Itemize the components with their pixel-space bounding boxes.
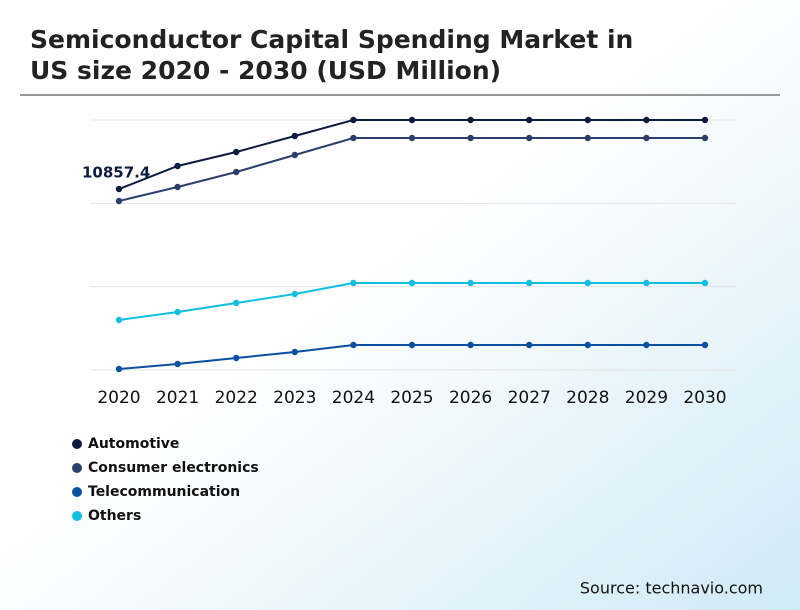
point xyxy=(115,316,123,324)
point xyxy=(467,341,474,349)
legend-label: Others xyxy=(88,508,141,524)
point xyxy=(584,341,591,349)
chart-title: Semiconductor Capital Spending Market in xyxy=(30,25,633,54)
point xyxy=(291,151,298,159)
point xyxy=(408,134,416,142)
point xyxy=(643,279,650,287)
data-label: 10857.4 xyxy=(82,164,150,182)
point xyxy=(701,341,709,349)
point xyxy=(467,116,474,124)
point xyxy=(526,134,533,142)
x-tick-label: 2022 xyxy=(215,388,258,408)
point xyxy=(233,148,240,156)
point xyxy=(291,132,298,140)
point xyxy=(526,341,533,349)
legend-label: Automotive xyxy=(88,436,179,452)
point xyxy=(643,134,650,142)
point xyxy=(350,279,357,287)
chart-title: US size 2020 - 2030 (USD Million) xyxy=(30,56,501,85)
point xyxy=(584,116,591,124)
point xyxy=(115,197,123,205)
x-tick-label: 2021 xyxy=(156,388,199,408)
point xyxy=(115,185,123,193)
x-tick-label: 2027 xyxy=(508,388,551,408)
point xyxy=(467,134,474,142)
point xyxy=(233,354,240,362)
point xyxy=(350,341,357,349)
x-tick-label: 2024 xyxy=(332,388,375,408)
point xyxy=(350,116,357,124)
point xyxy=(408,341,416,349)
source: Source: technavio.com xyxy=(580,579,763,598)
point xyxy=(174,360,181,368)
x-tick-label: 2023 xyxy=(273,388,316,408)
x-tick-label: 2026 xyxy=(449,388,492,408)
point xyxy=(408,116,416,124)
legend-marker xyxy=(72,487,82,497)
point xyxy=(526,116,533,124)
point xyxy=(174,162,181,170)
legend-marker xyxy=(72,511,82,521)
x-tick-label: 2030 xyxy=(683,388,726,408)
legend-marker xyxy=(72,463,82,473)
legend-label: Consumer electronics xyxy=(88,460,259,476)
point xyxy=(350,134,357,142)
legend-marker xyxy=(72,439,82,449)
point xyxy=(467,279,474,287)
point xyxy=(233,168,240,176)
x-tick-label: 2028 xyxy=(566,388,609,408)
x-tick-label: 2025 xyxy=(390,388,433,408)
point xyxy=(174,183,181,191)
point xyxy=(233,299,240,307)
point xyxy=(291,348,298,356)
point xyxy=(291,290,298,298)
x-tick-label: 2020 xyxy=(97,388,140,408)
point xyxy=(174,308,181,316)
point xyxy=(584,134,591,142)
legend-label: Telecommunication xyxy=(88,484,240,500)
point xyxy=(701,134,709,142)
point xyxy=(115,365,123,373)
point xyxy=(701,279,709,287)
point xyxy=(408,279,416,287)
point xyxy=(701,116,709,124)
point xyxy=(643,341,650,349)
point xyxy=(643,116,650,124)
x-tick-label: 2029 xyxy=(625,388,668,408)
point xyxy=(526,279,533,287)
point xyxy=(584,279,591,287)
